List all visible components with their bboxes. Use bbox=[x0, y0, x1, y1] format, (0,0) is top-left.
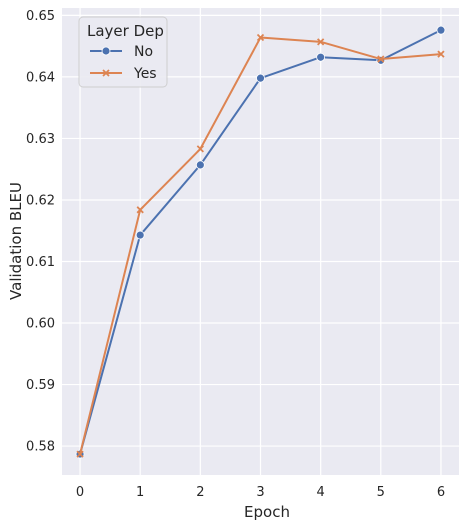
data-point-yes bbox=[317, 38, 325, 46]
x-tick-label: 2 bbox=[196, 485, 204, 500]
data-point-no bbox=[135, 230, 145, 240]
legend-label-yes: Yes bbox=[133, 66, 157, 82]
x-tick-label: 1 bbox=[136, 485, 144, 500]
data-point-yes bbox=[256, 33, 265, 42]
data-point-yes bbox=[76, 450, 84, 458]
data-point-no bbox=[195, 160, 205, 170]
data-point-yes bbox=[437, 50, 445, 58]
data-point-yes bbox=[377, 55, 385, 63]
legend-marker-yes bbox=[102, 69, 110, 77]
data-point-no bbox=[316, 52, 326, 62]
x-tick-label: 0 bbox=[76, 485, 84, 500]
legend-title: Layer Dep bbox=[87, 22, 164, 40]
legend-box bbox=[78, 16, 168, 88]
x-tick-label: 5 bbox=[377, 485, 385, 500]
y-tick-label: 0.63 bbox=[26, 132, 55, 147]
legend-entry-yes: Yes bbox=[90, 66, 157, 82]
x-tick-label: 6 bbox=[437, 485, 445, 500]
series-yes bbox=[76, 33, 445, 458]
data-point-no bbox=[256, 73, 265, 83]
legend-label-no: No bbox=[134, 44, 153, 60]
y-tick-label: 0.60 bbox=[26, 317, 55, 332]
x-tick-label: 3 bbox=[256, 485, 264, 500]
series-layer bbox=[75, 25, 446, 459]
x-axis-ticks: 0 1 2 3 4 5 6 bbox=[76, 485, 445, 500]
data-point-no bbox=[436, 25, 446, 35]
y-tick-label: 0.65 bbox=[26, 9, 55, 24]
y-axis-label: Validation BLEU bbox=[7, 182, 25, 300]
legend-marker-no bbox=[101, 46, 111, 56]
y-tick-label: 0.64 bbox=[26, 70, 55, 85]
y-tick-label: 0.62 bbox=[26, 193, 55, 208]
x-tick-label: 4 bbox=[317, 485, 325, 500]
legend-entry-no: No bbox=[90, 44, 153, 60]
legend: Layer Dep No Yes bbox=[78, 16, 168, 88]
y-tick-label: 0.59 bbox=[26, 378, 55, 393]
data-point-yes bbox=[196, 145, 204, 153]
y-axis-ticks: 0.58 0.59 0.60 0.61 0.62 0.63 0.64 0.65 bbox=[26, 9, 55, 455]
y-tick-label: 0.61 bbox=[26, 255, 55, 270]
grid-lines bbox=[62, 8, 459, 475]
y-tick-label: 0.58 bbox=[26, 440, 55, 455]
data-point-yes bbox=[136, 206, 144, 214]
x-axis-label: Epoch bbox=[244, 503, 290, 521]
